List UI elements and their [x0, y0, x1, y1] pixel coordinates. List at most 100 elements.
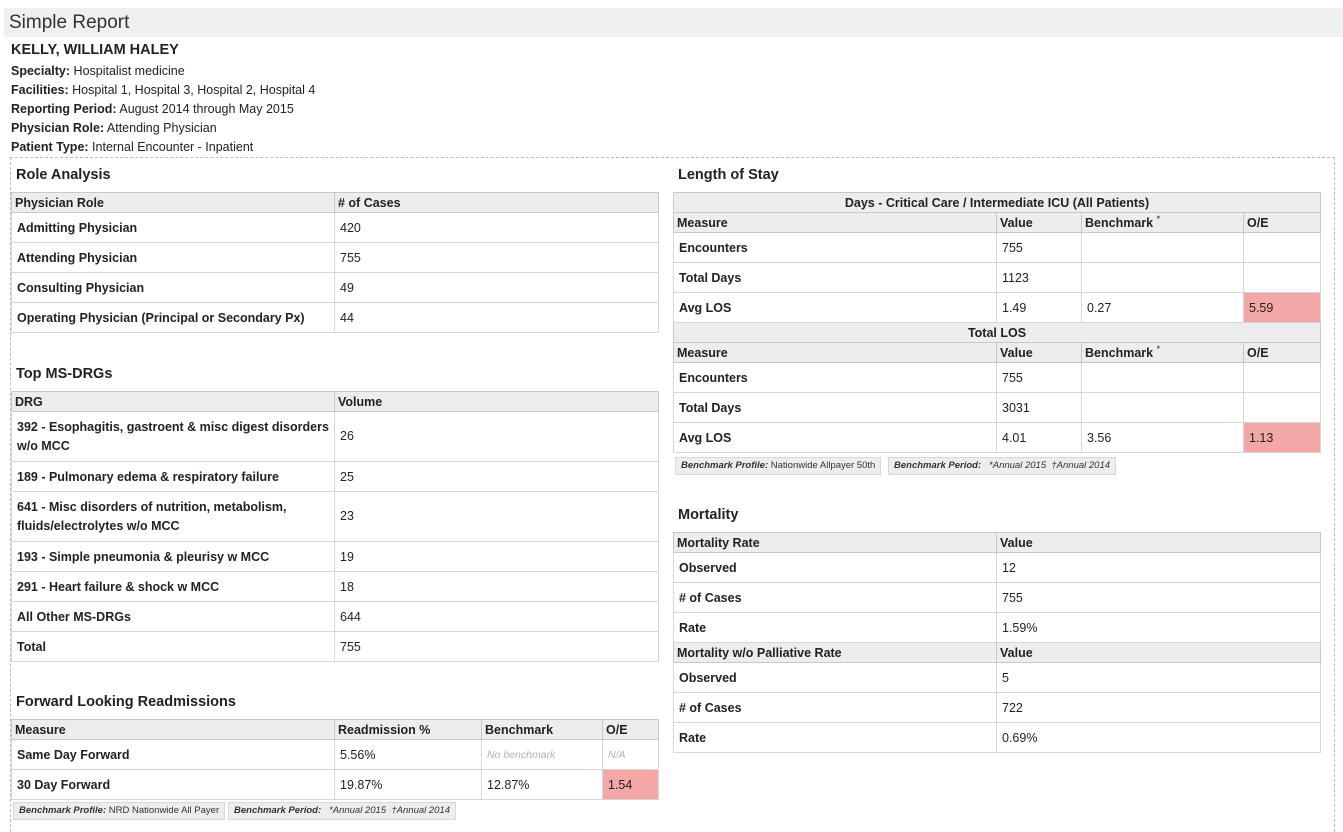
- benchmark-period-b: †Annual 2014: [1051, 460, 1111, 471]
- column-header-label: Benchmark: [1085, 345, 1154, 360]
- column-header: Readmission %: [334, 719, 482, 740]
- mortality-table: Mortality Rate Value Observed 12 # of Cas…: [673, 532, 1321, 753]
- group-header-row: Total LOS: [672, 322, 1322, 343]
- benchmark-marker: *: [1156, 343, 1161, 354]
- reporting-period-value: August 2014 through May 2015: [119, 102, 294, 116]
- table-row: 189 - Pulmonary edema & respiratory fail…: [11, 461, 659, 492]
- table-row: Avg LOS 4.01 3.56 1.13: [673, 422, 1322, 453]
- drg-volume: 23: [334, 491, 659, 542]
- column-header: Value: [996, 342, 1082, 363]
- value-cell: 755: [996, 582, 1321, 613]
- oe-cell: [1242, 262, 1322, 293]
- column-header: Benchmark *: [1081, 212, 1244, 233]
- physician-role-line: Physician Role: Attending Physician: [11, 121, 217, 135]
- readmissions-benchmark-period: Benchmark Period: *Annual 2015 †Annual 2…: [228, 802, 457, 820]
- column-header: Measure: [673, 212, 997, 233]
- table-row: 30 Day Forward 19.87% 12.87% 1.54: [11, 769, 659, 800]
- column-header: Physician Role: [11, 192, 335, 213]
- benchmark-period-a: *Annual 2015: [329, 805, 387, 816]
- drg-volume: 26: [334, 411, 659, 462]
- benchmark-profile-value: Nationwide Allpayer 50th: [770, 460, 876, 471]
- column-header: Value: [996, 532, 1321, 553]
- measure-label: Encounters: [673, 232, 997, 263]
- table-row: Total Days 1123: [673, 262, 1322, 293]
- reporting-period-label: Reporting Period:: [11, 102, 117, 116]
- benchmark-value: No benchmark: [481, 739, 603, 770]
- drg-label: All Other MS-DRGs: [11, 601, 335, 632]
- benchmark-period-label: Benchmark Period:: [894, 460, 982, 471]
- physician-role-value: Attending Physician: [106, 121, 217, 135]
- column-header: O/E: [602, 719, 659, 740]
- patient-name: KELLY, WILLIAM HALEY: [11, 42, 179, 58]
- patient-type-value: Internal Encounter - Inpatient: [92, 140, 254, 154]
- oe-cell-highlight: 5.59: [1242, 292, 1322, 323]
- oe-cell: [1242, 362, 1322, 393]
- drg-label: 193 - Simple pneumonia & pleurisy w MCC: [11, 541, 335, 572]
- column-header: Volume: [334, 391, 659, 412]
- row-value: 44: [334, 302, 659, 333]
- table-row: 641 - Misc disorders of nutrition, metab…: [11, 491, 659, 542]
- measure-label: # of Cases: [673, 582, 997, 613]
- los-benchmark-profile: Benchmark Profile: Nationwide Allpayer 5…: [675, 457, 882, 475]
- table-row: # of Cases 722: [673, 692, 1321, 723]
- benchmark-period-label: Benchmark Period:: [234, 805, 322, 816]
- los-table: Days - Critical Care / Intermediate ICU …: [672, 192, 1322, 453]
- table-header-row: Measure Value Benchmark * O/E: [673, 212, 1322, 233]
- benchmark-profile-label: Benchmark Profile:: [19, 805, 107, 816]
- table-row: Same Day Forward 5.56% No benchmark N/A: [11, 739, 659, 770]
- benchmark-marker: *: [1156, 213, 1161, 224]
- table-header-row: Measure Readmission % Benchmark O/E: [11, 719, 659, 740]
- patient-type-label: Patient Type:: [11, 140, 89, 154]
- report-body: [10, 157, 1335, 832]
- drg-label: 392 - Esophagitis, gastroent & misc dige…: [11, 411, 335, 462]
- table-row: Admitting Physician 420: [11, 212, 659, 243]
- oe-value: N/A: [602, 739, 659, 770]
- column-header-label: Benchmark: [1085, 215, 1154, 230]
- group-header-row: Days - Critical Care / Intermediate ICU …: [672, 192, 1322, 213]
- oe-cell: [1242, 232, 1322, 263]
- table-row: 392 - Esophagitis, gastroent & misc dige…: [11, 411, 659, 462]
- value-cell: 3031: [996, 392, 1082, 423]
- benchmark-period-a: *Annual 2015: [989, 460, 1047, 471]
- table-header-row: Mortality w/o Palliative Rate Value: [673, 642, 1321, 663]
- row-value: 755: [334, 242, 659, 273]
- column-header: Measure: [11, 719, 335, 740]
- table-row: Attending Physician 755: [11, 242, 659, 273]
- table-header-row: Measure Value Benchmark * O/E: [673, 342, 1322, 363]
- readmissions-table: Measure Readmission % Benchmark O/E Same…: [11, 719, 659, 800]
- measure-label: Avg LOS: [673, 422, 997, 453]
- table-row: Total Days 3031: [673, 392, 1322, 423]
- facilities-line: Facilities: Hospital 1, Hospital 3, Hosp…: [11, 83, 315, 97]
- table-row: Total 755: [11, 631, 659, 662]
- specialty-line: Specialty: Hospitalist medicine: [11, 64, 185, 78]
- measure-label: # of Cases: [673, 692, 997, 723]
- facilities-label: Facilities:: [11, 83, 69, 97]
- los-title: Length of Stay: [678, 167, 779, 183]
- report-title-bar: Simple Report: [4, 8, 1343, 37]
- oe-cell-highlight: 1.13: [1242, 422, 1322, 453]
- oe-cell: [1242, 392, 1322, 423]
- reporting-period-line: Reporting Period: August 2014 through Ma…: [11, 102, 294, 116]
- los-group2-title: Total LOS: [672, 322, 1322, 343]
- table-row: Rate 1.59%: [673, 612, 1321, 643]
- table-row: Encounters 755: [673, 362, 1322, 393]
- measure-label: Total Days: [673, 262, 997, 293]
- table-row: Rate 0.69%: [673, 722, 1321, 753]
- column-header: Mortality Rate: [673, 532, 997, 553]
- table-row: 193 - Simple pneumonia & pleurisy w MCC 1…: [11, 541, 659, 572]
- row-value: 420: [334, 212, 659, 243]
- benchmark-period-b: †Annual 2014: [391, 805, 451, 816]
- row-label: Operating Physician (Principal or Second…: [11, 302, 335, 333]
- specialty-value: Hospitalist medicine: [73, 64, 185, 78]
- top-drgs-title: Top MS-DRGs: [16, 366, 113, 382]
- value-cell: 755: [996, 232, 1082, 263]
- column-header: Benchmark: [481, 719, 603, 740]
- value-cell: 755: [996, 362, 1082, 393]
- benchmark-cell: 3.56: [1081, 422, 1244, 453]
- measure-label: Rate: [673, 722, 997, 753]
- table-header-row: DRG Volume: [11, 391, 659, 412]
- table-row: Avg LOS 1.49 0.27 5.59: [673, 292, 1322, 323]
- drg-label: 291 - Heart failure & shock w MCC: [11, 571, 335, 602]
- row-label: Admitting Physician: [11, 212, 335, 243]
- readmissions-benchmark-profile: Benchmark Profile: NRD Nationwide All Pa…: [13, 802, 226, 820]
